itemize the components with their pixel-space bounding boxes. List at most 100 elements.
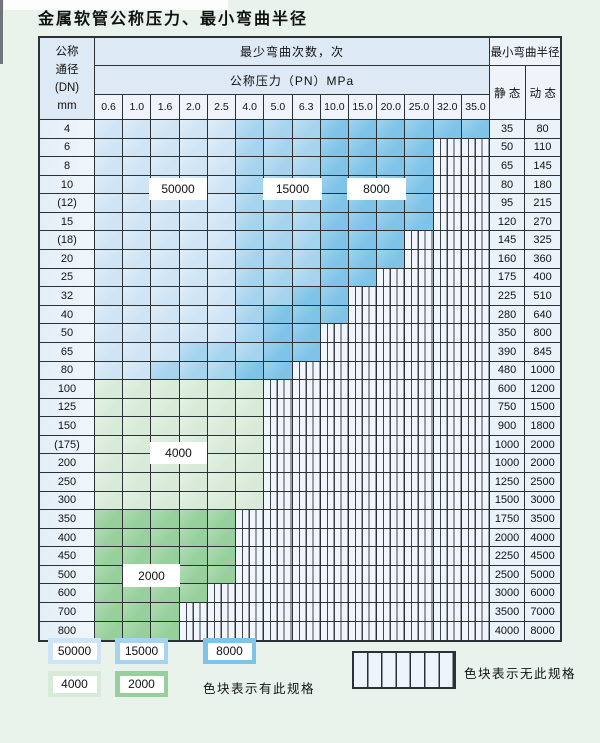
spec-cell <box>320 305 349 325</box>
legend-note-unavailable: 色块表示无此规格 <box>464 667 577 681</box>
spec-cell <box>292 547 321 566</box>
spec-cell <box>461 120 491 139</box>
spec-cell <box>123 138 152 158</box>
header-pressure-value: 5.0 <box>264 95 293 120</box>
spec-cell <box>377 603 406 622</box>
header-dn-line: mm <box>57 99 77 112</box>
spec-cell <box>292 342 321 362</box>
legend-hatch-sample <box>352 651 456 689</box>
spec-cell <box>179 491 208 511</box>
spec-cell <box>377 417 406 436</box>
spec-cell <box>433 342 462 362</box>
spec-cell <box>207 454 237 473</box>
dn-cell: 350 <box>40 510 95 529</box>
spec-cell <box>377 342 406 362</box>
spec-cell <box>433 324 462 343</box>
spec-table: 公称 通径 (DN) mm 最少弯曲次数，次 公称压力（PN）MPa 0.6 1.… <box>38 36 562 642</box>
spec-cell <box>264 584 293 604</box>
spec-cell <box>348 491 378 511</box>
spec-cell <box>320 138 349 158</box>
spec-cell <box>433 528 462 548</box>
spec-cell <box>461 305 491 325</box>
spec-cell <box>236 361 265 381</box>
spec-cell <box>264 380 293 399</box>
static-value: 1750 <box>490 510 526 529</box>
dn-cell: 450 <box>40 547 95 566</box>
spec-cell <box>179 268 208 288</box>
spec-cell <box>461 417 491 436</box>
legend-swatch-50000: 50000 <box>48 638 101 664</box>
dynamic-value: 2000 <box>525 435 561 455</box>
dn-cell: 10 <box>40 175 95 195</box>
spec-cell <box>461 342 491 362</box>
dn-cell: 600 <box>40 584 95 604</box>
dynamic-value: 1000 <box>525 361 561 381</box>
spec-cell <box>264 250 293 269</box>
spec-cell <box>405 454 434 473</box>
table-row: 800 4000 8000 <box>40 621 561 641</box>
spec-cell <box>95 603 124 622</box>
spec-cell <box>151 250 180 269</box>
spec-cell <box>207 528 237 548</box>
spec-cell <box>292 472 321 492</box>
spec-cell <box>320 603 349 622</box>
spec-cell <box>292 510 321 529</box>
dn-cell: 15 <box>40 212 95 232</box>
spec-cell <box>207 398 237 418</box>
spec-cell <box>207 194 237 213</box>
spec-cell <box>433 491 462 511</box>
spec-cell <box>95 472 124 492</box>
header-dn: 公称 通径 (DN) mm <box>40 38 95 120</box>
table-row: 40 280 640 <box>40 305 561 325</box>
spec-cell <box>377 528 406 548</box>
static-value: 350 <box>490 324 526 343</box>
scan-artifact-edge <box>0 0 3 64</box>
dynamic-value: 2500 <box>525 472 561 492</box>
header-pressure-value: 25.0 <box>405 95 434 120</box>
static-value: 600 <box>490 380 526 399</box>
spec-cell <box>377 212 406 232</box>
spec-cell <box>151 268 180 288</box>
spec-cell <box>320 398 349 418</box>
static-value: 2250 <box>490 547 526 566</box>
spec-cell <box>320 528 349 548</box>
spec-cell <box>405 268 434 288</box>
spec-cell <box>433 120 462 139</box>
spec-cell <box>433 194 462 213</box>
spec-cell <box>348 547 378 566</box>
dn-cell: 80 <box>40 361 95 381</box>
spec-cell <box>123 398 152 418</box>
spec-cell <box>377 361 406 381</box>
spec-cell <box>461 603 491 622</box>
spec-cell <box>95 212 124 232</box>
spec-cell <box>320 454 349 473</box>
spec-cell <box>207 324 237 343</box>
spec-cell <box>348 305 378 325</box>
static-value: 480 <box>490 361 526 381</box>
header-pressure-value: 2.5 <box>207 95 237 120</box>
static-value: 160 <box>490 250 526 269</box>
spec-cell <box>123 491 152 511</box>
spec-cell <box>236 305 265 325</box>
static-value: 1000 <box>490 454 526 473</box>
spec-cell <box>123 380 152 399</box>
dn-cell: 20 <box>40 250 95 269</box>
spec-cell <box>95 398 124 418</box>
spec-cell <box>123 361 152 381</box>
dynamic-value: 80 <box>525 120 561 139</box>
spec-cell <box>95 565 124 585</box>
header-pressure-value: 4.0 <box>236 95 265 120</box>
spec-cell <box>405 528 434 548</box>
spec-cell <box>405 398 434 418</box>
spec-cell <box>95 231 124 251</box>
spec-cell <box>179 565 208 585</box>
header-dn-line: 通径 <box>55 63 79 76</box>
spec-cell <box>461 231 491 251</box>
spec-cell <box>292 120 321 139</box>
spec-cell <box>151 324 180 343</box>
dynamic-value: 5000 <box>525 565 561 585</box>
header-dynamic: 动 态 <box>525 66 560 120</box>
spec-cell <box>461 361 491 381</box>
spec-cell <box>264 510 293 529</box>
spec-cell <box>179 547 208 566</box>
